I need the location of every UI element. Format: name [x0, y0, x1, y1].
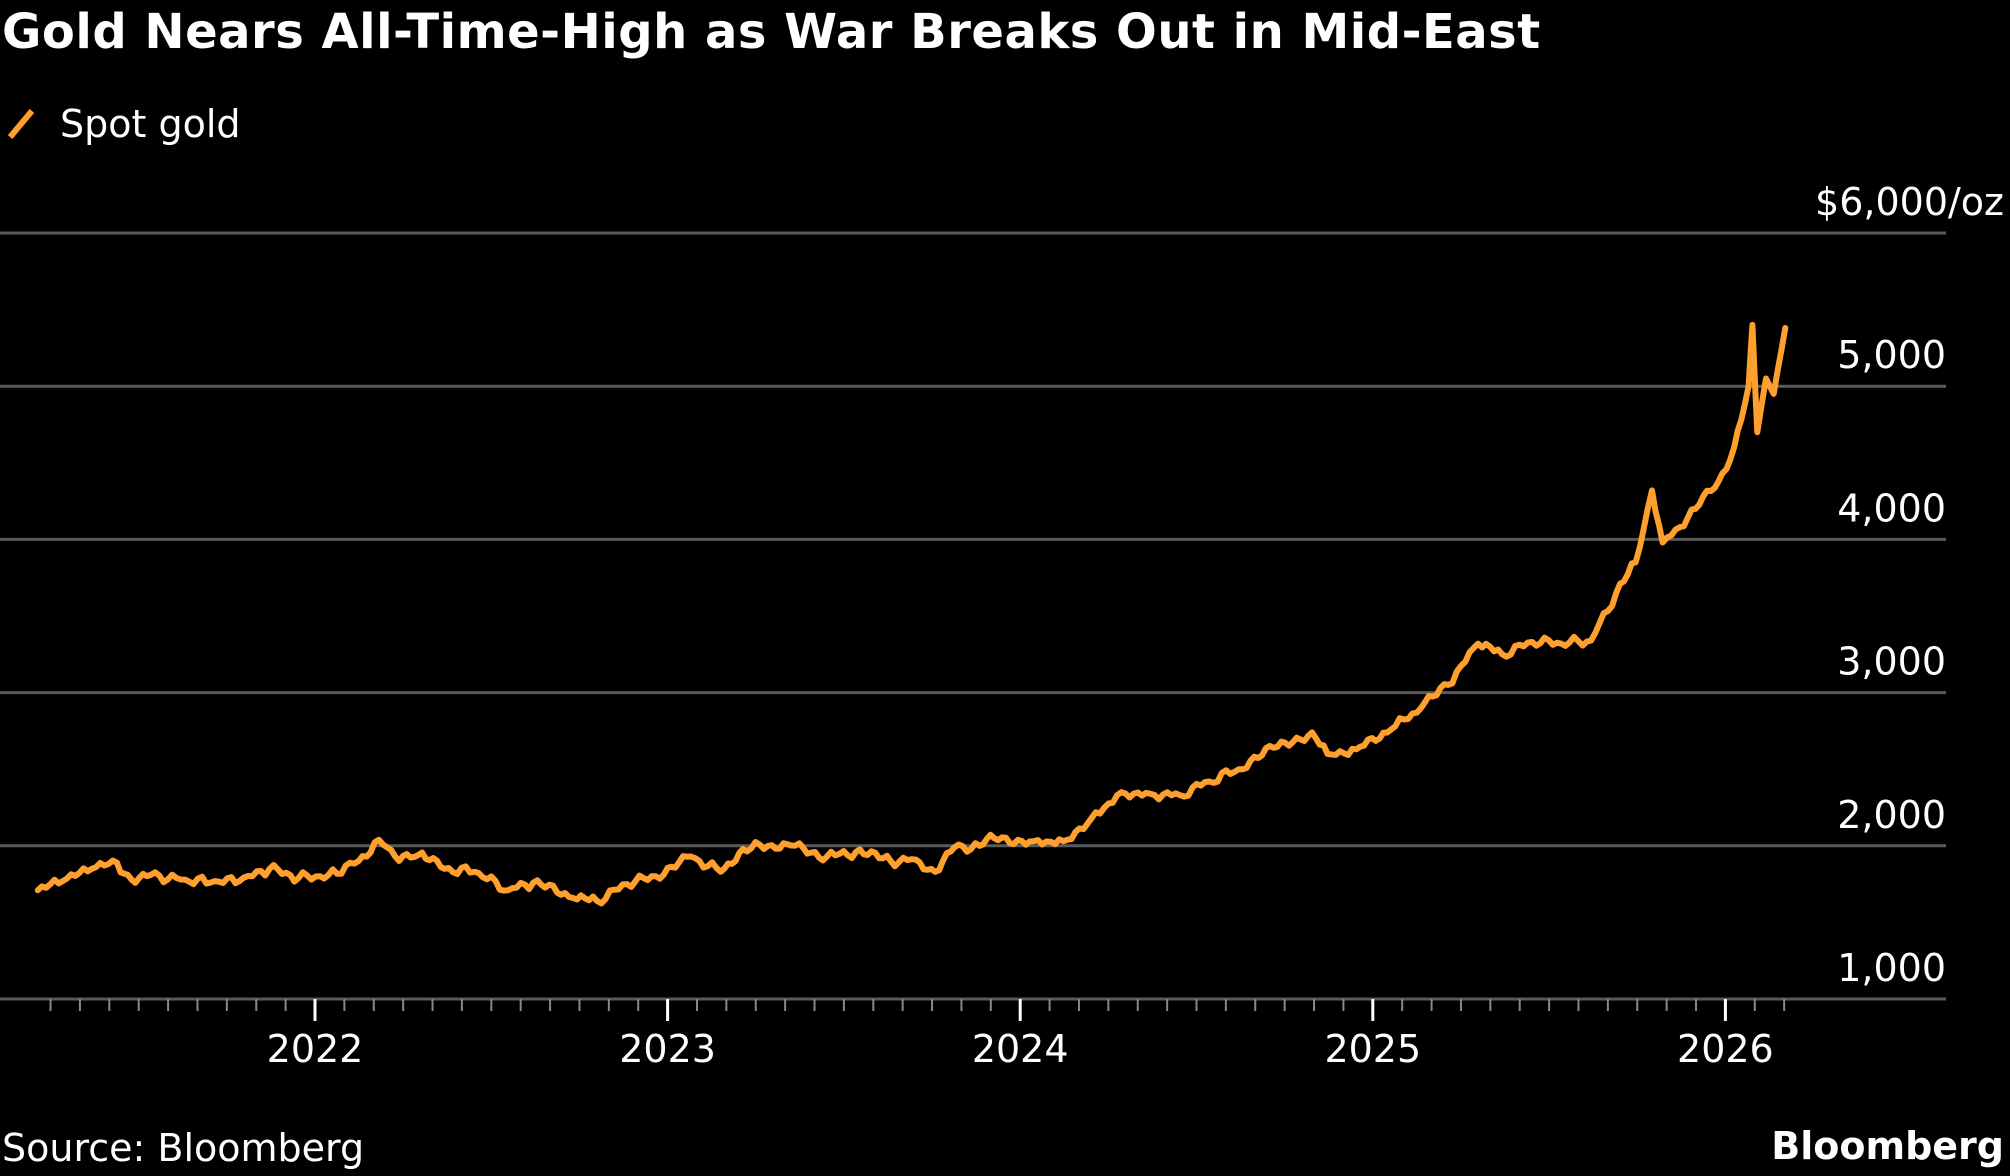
x-tick-label-2022: 2022: [267, 1027, 364, 1071]
y-tick-label-3000: 3,000: [1837, 640, 1946, 684]
y-tick-label-6000: $6,000/oz: [1815, 180, 2004, 224]
y-tick-label-2000: 2,000: [1837, 793, 1946, 837]
series-line-spot-gold: [34, 321, 1789, 907]
x-tick-label-2023: 2023: [619, 1027, 716, 1071]
bloomberg-logo: Bloomberg: [1771, 1124, 2004, 1168]
y-tick-label-4000: 4,000: [1837, 486, 1946, 530]
source-note: Source: Bloomberg: [2, 1126, 365, 1170]
legend-label-spot-gold: Spot gold: [60, 102, 241, 146]
y-tick-label-1000: 1,000: [1837, 946, 1946, 990]
chart-title: Gold Nears All-Time-High as War Breaks O…: [2, 4, 1541, 60]
y-tick-label-5000: 5,000: [1837, 333, 1946, 377]
x-tick-label-2026: 2026: [1677, 1027, 1774, 1071]
x-tick-label-2025: 2025: [1324, 1027, 1421, 1071]
legend: Spot gold: [4, 102, 241, 146]
x-tick-label-2024: 2024: [972, 1027, 1069, 1071]
